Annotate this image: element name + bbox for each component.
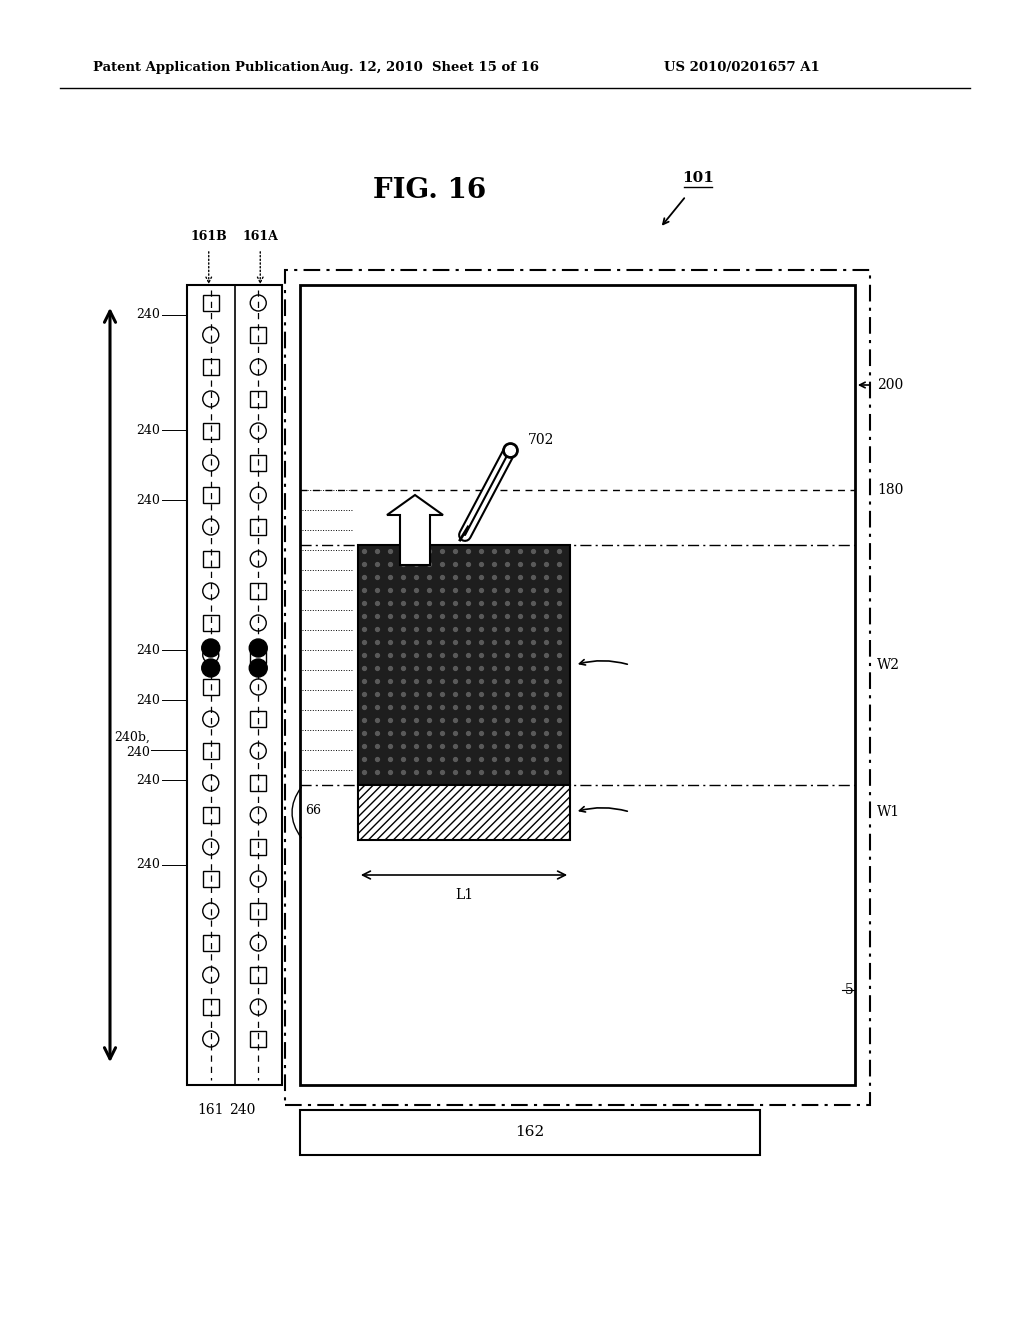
Polygon shape	[387, 495, 443, 565]
Text: 240b,
240: 240b, 240	[114, 731, 150, 759]
Text: 5: 5	[845, 983, 854, 997]
Text: Aug. 12, 2010  Sheet 15 of 16: Aug. 12, 2010 Sheet 15 of 16	[321, 62, 540, 74]
Text: 240: 240	[136, 644, 160, 656]
Bar	[203, 871, 219, 887]
Text: 240: 240	[136, 774, 160, 787]
Bar	[250, 1031, 266, 1047]
Circle shape	[202, 659, 220, 677]
Text: 66: 66	[305, 804, 321, 817]
Bar	[203, 935, 219, 950]
Bar	[203, 743, 219, 759]
Bar	[203, 550, 219, 568]
Bar	[187, 285, 282, 1085]
Text: 161B: 161B	[190, 231, 227, 243]
Bar	[250, 519, 266, 535]
Bar	[250, 583, 266, 599]
Circle shape	[249, 659, 267, 677]
Bar	[203, 294, 219, 312]
Bar	[300, 1110, 760, 1155]
Circle shape	[202, 639, 220, 657]
Text: 240: 240	[136, 858, 160, 871]
Text: W2: W2	[877, 657, 900, 672]
Circle shape	[249, 639, 267, 657]
Text: 180: 180	[877, 483, 903, 498]
Text: 162: 162	[515, 1126, 545, 1139]
Bar	[250, 391, 266, 407]
Bar	[203, 615, 219, 631]
Bar	[250, 711, 266, 727]
Bar	[250, 647, 266, 663]
Text: 161: 161	[197, 1104, 223, 1117]
Text: 240: 240	[136, 309, 160, 322]
Bar	[203, 999, 219, 1015]
Text: 240: 240	[136, 494, 160, 507]
Text: W1: W1	[877, 805, 900, 818]
Bar	[250, 840, 266, 855]
Text: 161A: 161A	[243, 231, 279, 243]
Text: 240: 240	[229, 1104, 256, 1117]
Text: 240: 240	[136, 424, 160, 437]
Bar	[358, 785, 570, 840]
Bar	[203, 678, 219, 696]
Bar	[203, 422, 219, 440]
Bar	[250, 327, 266, 343]
Bar	[203, 487, 219, 503]
Bar	[203, 807, 219, 822]
Bar	[250, 775, 266, 791]
Bar	[250, 903, 266, 919]
Bar	[203, 359, 219, 375]
Text: 101: 101	[682, 172, 714, 185]
Text: Patent Application Publication: Patent Application Publication	[93, 62, 319, 74]
Text: 702: 702	[528, 433, 554, 447]
Text: FIG. 16: FIG. 16	[374, 177, 486, 203]
Text: L1: L1	[455, 888, 473, 902]
Bar	[250, 455, 266, 471]
Bar	[358, 545, 570, 785]
Bar	[250, 968, 266, 983]
Bar	[285, 271, 870, 1105]
Text: US 2010/0201657 A1: US 2010/0201657 A1	[665, 62, 820, 74]
Text: 200: 200	[877, 378, 903, 392]
Bar	[300, 285, 855, 1085]
Text: 240: 240	[136, 693, 160, 706]
